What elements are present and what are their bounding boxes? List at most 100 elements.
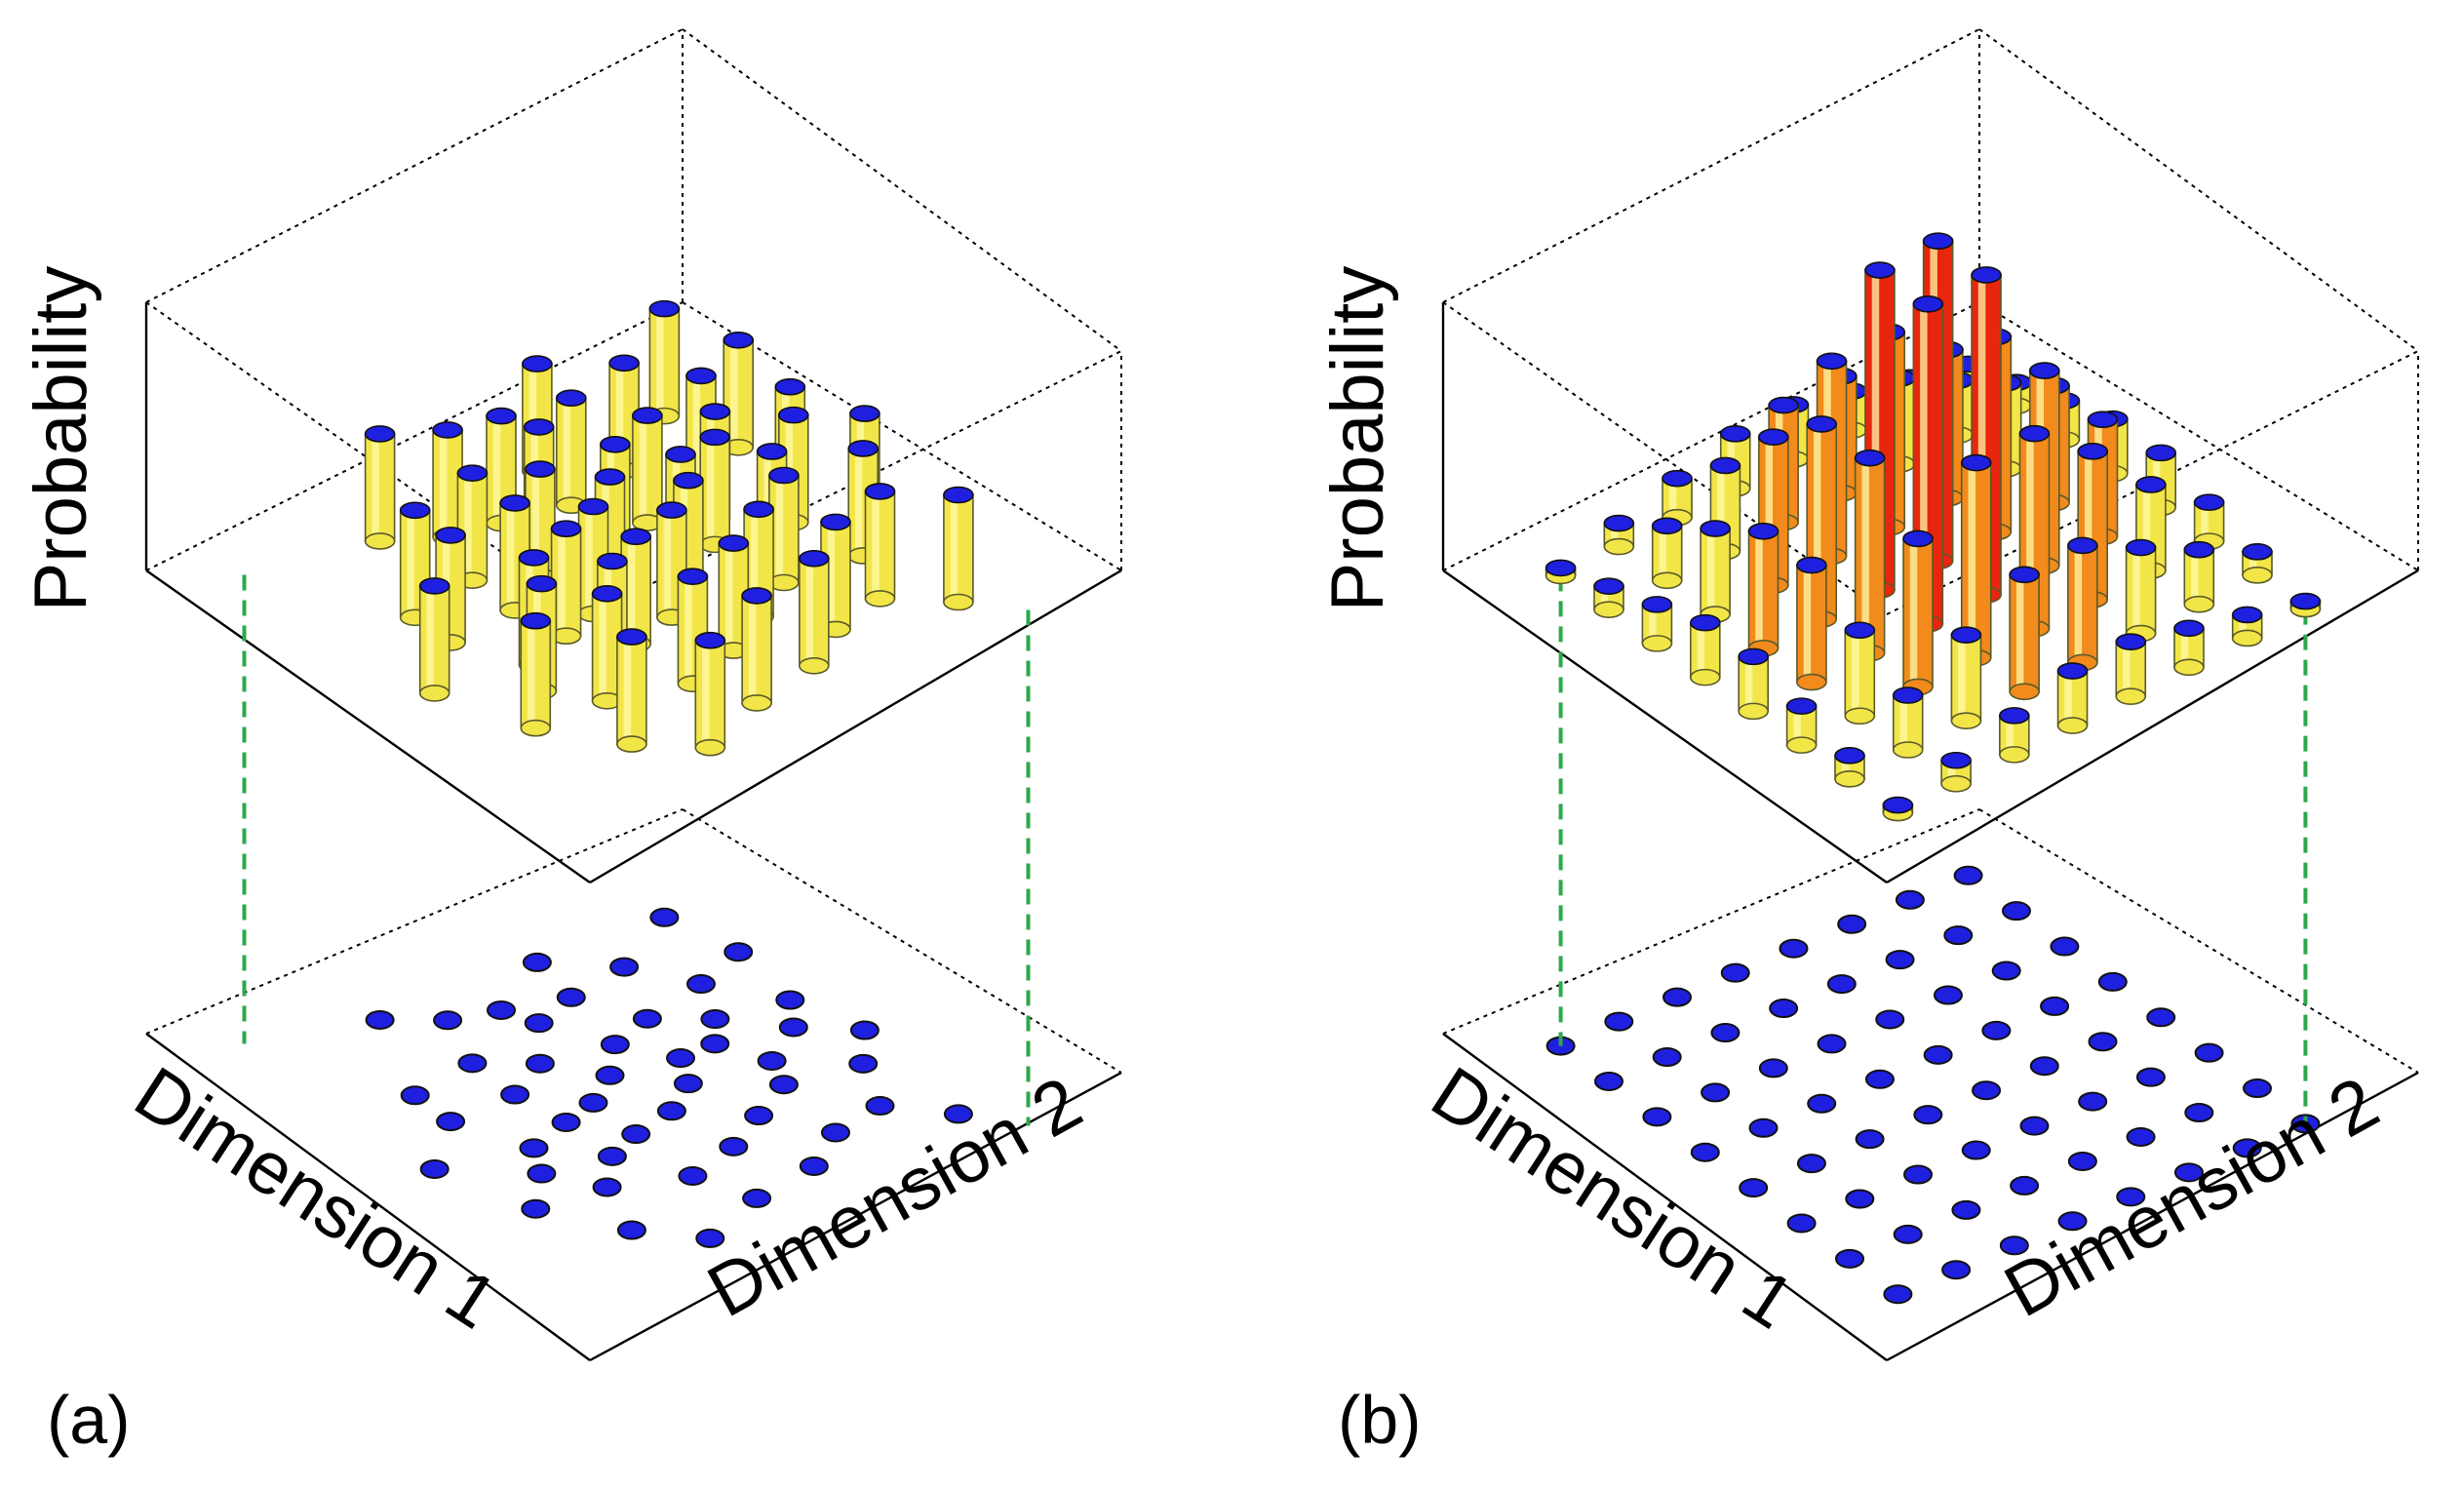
bar-59	[1892, 686, 1924, 759]
bar-54	[1738, 647, 1769, 721]
bar-cap	[1700, 520, 1731, 537]
base-point-56	[1883, 1284, 1913, 1305]
base-point-47	[2194, 1042, 2224, 1063]
bar-highlight	[1803, 565, 1812, 683]
base-point-31	[700, 1009, 730, 1030]
bar-body	[2125, 546, 2157, 635]
bar-52	[2009, 566, 2040, 701]
bar-36	[1593, 577, 1624, 618]
bar-cap	[699, 428, 731, 447]
base-point-23	[649, 907, 680, 927]
bar-highlight	[1909, 538, 1918, 687]
bar-highlight	[805, 558, 814, 666]
bar-cap	[2087, 411, 2119, 429]
bar-bottom	[741, 694, 772, 712]
bar-bottom	[1892, 741, 1924, 759]
bar-cap	[597, 552, 628, 570]
bar-46	[616, 628, 647, 753]
bar-highlight	[1600, 586, 1609, 610]
base-point-34	[778, 1017, 808, 1038]
base-point-43	[1961, 1140, 1991, 1160]
bar-cap	[2018, 424, 2051, 443]
base-point-37	[2029, 1056, 2059, 1077]
bar-41	[2125, 538, 2157, 643]
bar-cap	[522, 355, 553, 372]
bar-highlight	[1861, 457, 1869, 653]
bar-highlight	[426, 585, 434, 693]
bar-cap	[616, 628, 647, 646]
base-point-29	[1981, 1020, 2012, 1040]
base-point-24	[943, 1104, 973, 1124]
box-top-back-right	[682, 28, 1122, 352]
box-top-front-left	[145, 301, 591, 615]
bar-highlight	[1765, 437, 1774, 586]
base-point-27	[1864, 1069, 1895, 1089]
base-point-61	[2173, 1162, 2204, 1183]
box-top-back-left	[145, 28, 684, 303]
bar-highlight	[407, 510, 414, 618]
bar-highlight	[1968, 462, 1975, 658]
bar-body	[741, 595, 772, 704]
bar-highlight	[2123, 642, 2131, 697]
bar-cap	[1603, 514, 1635, 532]
bar-cap	[555, 389, 587, 408]
box-top-back-right	[1978, 28, 2419, 352]
bar-highlight	[775, 475, 784, 583]
bar-highlight	[1659, 526, 1666, 581]
bar-highlight	[2064, 671, 2072, 726]
bar-cap	[2077, 443, 2108, 460]
bar-highlight	[1947, 760, 1956, 784]
bar-cap	[1747, 522, 1780, 540]
base-point-25	[457, 1053, 488, 1074]
bar-cap	[1950, 626, 1982, 644]
bar-highlight	[1697, 622, 1705, 678]
bar-cap	[632, 407, 663, 424]
base-point-35	[1913, 1105, 1943, 1125]
base-point-60	[2116, 1187, 2146, 1207]
bar-highlight	[1899, 695, 1907, 750]
z-axis-label: Probability	[20, 266, 102, 612]
base-point-19	[757, 1050, 787, 1071]
bar-bottom	[1641, 635, 1673, 652]
base-point-4	[433, 1010, 463, 1031]
floor-front-left-edge	[145, 569, 591, 883]
base-point-29	[673, 1074, 703, 1094]
bar-highlight	[702, 640, 710, 748]
bar-cap	[665, 446, 696, 463]
bar-highlight	[2142, 484, 2151, 570]
box-floor-back-left	[145, 301, 684, 571]
base-back-left-edge	[145, 808, 684, 1035]
base-point-18	[1758, 1058, 1788, 1078]
bar-cap	[2115, 633, 2147, 650]
bar-bottom	[864, 590, 896, 608]
bar-highlight	[599, 593, 606, 701]
base-point-10	[678, 1165, 708, 1186]
box-floor-back-right	[682, 301, 1122, 571]
bar-33	[2077, 443, 2108, 608]
bar-body	[1950, 634, 1982, 722]
bar-highlight	[2132, 547, 2140, 634]
base-point-13	[656, 1101, 686, 1121]
bar-cap	[2183, 540, 2215, 559]
bar-cap	[723, 331, 755, 349]
bar-bottom	[1834, 770, 1865, 788]
bar-highlight	[692, 375, 701, 484]
bar-cap	[2242, 543, 2273, 561]
bar-bottom	[694, 738, 726, 757]
bar-bottom	[1785, 736, 1818, 754]
bar-cap	[1864, 261, 1896, 279]
base-point-41	[724, 942, 754, 962]
base-point-54	[2184, 1103, 2214, 1122]
base-point-59	[2057, 1211, 2088, 1232]
bar-highlight	[1871, 270, 1880, 591]
bar-cap	[943, 486, 974, 504]
bar-cap	[1960, 453, 1992, 472]
base-point-18	[685, 974, 716, 995]
base-point-31	[2097, 971, 2128, 992]
bar-highlight	[1852, 630, 1859, 717]
bar-cap	[1651, 517, 1683, 535]
bar-43	[1641, 596, 1673, 652]
base-point-40	[799, 1156, 829, 1176]
bar-body	[520, 619, 552, 729]
base-point-44	[2019, 1116, 2050, 1136]
